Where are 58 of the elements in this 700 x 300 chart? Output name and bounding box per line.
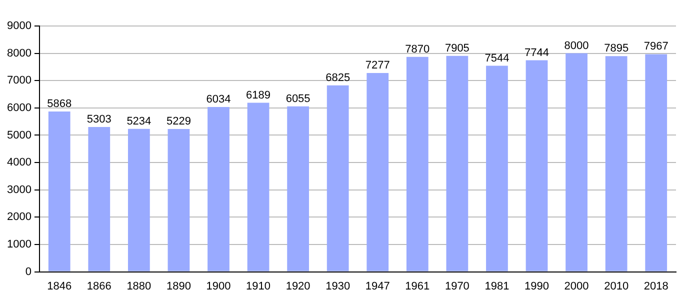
data-label: 5229	[166, 116, 191, 128]
y-tick-label: 0	[25, 266, 32, 278]
data-label: 7870	[405, 43, 430, 56]
data-label: 6189	[246, 89, 271, 102]
data-label: 6825	[326, 72, 350, 84]
data-label: 7905	[444, 42, 470, 54]
bar	[287, 106, 309, 272]
x-tick-label: 1846	[47, 280, 72, 292]
y-tick-label: 1000	[6, 238, 32, 251]
bar	[208, 107, 230, 272]
data-label: 7895	[604, 42, 629, 55]
bar	[526, 60, 548, 272]
x-tick-label: 1990	[524, 280, 549, 292]
x-tick-label: 1947	[365, 280, 390, 292]
bar	[406, 56, 428, 272]
x-tick-label: 1890	[166, 280, 191, 292]
bar	[566, 53, 588, 272]
x-tick-label: 2000	[564, 280, 589, 292]
data-label: 5868	[47, 98, 72, 110]
x-tick-label: 1970	[444, 280, 470, 292]
y-tick-label: 8000	[6, 47, 32, 60]
y-tick-label: 6000	[6, 102, 32, 114]
y-tick-label: 7000	[6, 74, 32, 87]
x-tick-label: 2010	[604, 280, 629, 292]
x-tick-label: 1981	[484, 280, 510, 292]
bar	[247, 102, 270, 272]
x-tick-label: 1866	[86, 280, 112, 292]
bar	[446, 56, 468, 272]
bar	[88, 126, 110, 272]
y-tick-label: 3000	[6, 184, 32, 196]
y-tick-label: 5000	[6, 129, 32, 142]
bar	[605, 56, 628, 272]
data-label: 5303	[86, 114, 112, 126]
data-label: 6034	[206, 94, 231, 106]
y-tick-label: 9000	[6, 20, 32, 32]
data-label: 6055	[286, 92, 310, 105]
data-label: 7967	[644, 40, 668, 53]
y-tick-label: 2000	[6, 211, 32, 224]
bar	[128, 128, 150, 272]
bar	[48, 112, 70, 272]
data-label: 8000	[564, 40, 589, 52]
bar	[486, 66, 508, 272]
data-label: 7744	[524, 46, 549, 59]
bar	[645, 54, 668, 272]
data-label: 7544	[484, 52, 510, 64]
x-tick-label: 1900	[206, 280, 231, 292]
bar	[326, 85, 349, 272]
bar	[366, 73, 389, 272]
data-label: 5234	[126, 115, 152, 128]
x-tick-label: 1910	[246, 280, 271, 292]
y-tick-label: 4000	[6, 156, 32, 169]
x-tick-label: 1961	[405, 280, 430, 292]
bar	[168, 128, 190, 272]
x-tick-label: 1880	[126, 280, 152, 292]
x-tick-label: 2018	[644, 280, 668, 292]
x-tick-label: 1930	[326, 280, 350, 292]
x-tick-label: 1920	[286, 280, 310, 292]
data-label: 7277	[365, 60, 390, 72]
